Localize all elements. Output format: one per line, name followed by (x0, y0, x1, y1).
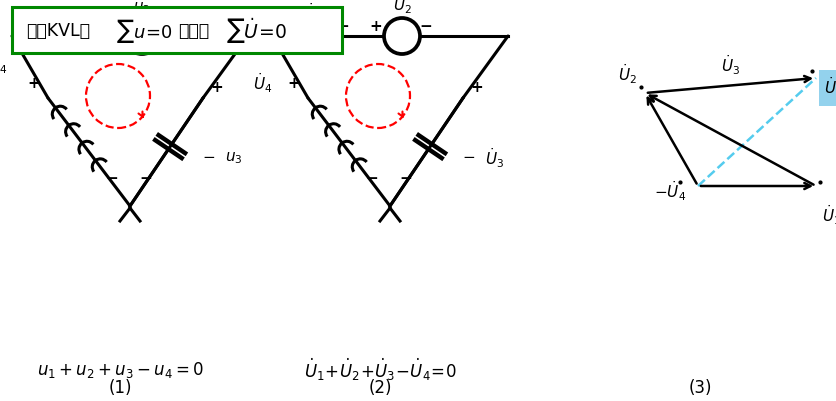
Text: $u_2$: $u_2$ (133, 0, 150, 16)
Text: −: − (400, 171, 412, 186)
Text: +: + (288, 76, 300, 91)
Circle shape (124, 19, 160, 55)
Text: $\dot{U}_3$: $\dot{U}_3$ (721, 53, 740, 76)
Text: $u_4$: $u_4$ (0, 60, 8, 76)
Text: $u_1+u_2+u_3-u_4=0$: $u_1+u_2+u_3-u_4=0$ (37, 359, 203, 379)
Text: $\dot{U}_4$: $\dot{U}_4$ (824, 75, 836, 99)
Text: +: + (276, 19, 288, 34)
Text: $u_1$: $u_1$ (45, 9, 62, 25)
Text: +: + (370, 19, 382, 34)
Text: −: − (337, 19, 349, 34)
Text: $\dot{U}_2$: $\dot{U}_2$ (393, 0, 411, 16)
Text: +: + (110, 19, 122, 34)
Text: −: − (160, 19, 172, 34)
Text: −: − (462, 150, 475, 165)
Text: $\dot{U}_1$: $\dot{U}_1$ (304, 1, 323, 25)
Text: $\dot{U}_1$: $\dot{U}_1$ (822, 203, 836, 226)
Text: −: − (365, 171, 379, 186)
FancyBboxPatch shape (819, 71, 836, 107)
Text: +: + (211, 79, 223, 94)
Text: $\dot{U}_1\!+\!\dot{U}_2\!+\!\dot{U}_3\!-\!\dot{U}_4\!=\!0$: $\dot{U}_1\!+\!\dot{U}_2\!+\!\dot{U}_3\!… (303, 356, 456, 382)
Bar (290, 28, 337, 46)
Text: $\dot{U}_4$: $\dot{U}_4$ (252, 71, 272, 95)
Text: $u_3$: $u_3$ (225, 150, 242, 166)
Text: −: − (202, 150, 215, 165)
Text: −: − (420, 19, 432, 34)
Text: ），有: ），有 (178, 22, 209, 40)
Text: $\sum u\!=\!0$: $\sum u\!=\!0$ (116, 17, 173, 45)
FancyBboxPatch shape (12, 8, 342, 54)
Text: $-\dot{U}_4$: $-\dot{U}_4$ (654, 179, 686, 203)
Circle shape (384, 19, 420, 55)
Bar (30, 28, 77, 46)
Text: (3): (3) (688, 378, 711, 396)
Text: −: − (105, 171, 119, 186)
Text: −: − (77, 19, 89, 34)
Text: −: − (140, 171, 152, 186)
Text: (1): (1) (108, 378, 132, 396)
Text: +: + (28, 76, 40, 91)
Text: +: + (16, 19, 28, 34)
Text: $\dot{U}_3$: $\dot{U}_3$ (485, 146, 504, 169)
Text: +: + (471, 79, 483, 94)
Text: $\sum\dot{U}\!=\!0$: $\sum\dot{U}\!=\!0$ (226, 16, 288, 46)
Text: $\dot{U}_2$: $\dot{U}_2$ (618, 62, 637, 86)
Text: 根据KVL（: 根据KVL（ (26, 22, 90, 40)
Text: (2): (2) (368, 378, 392, 396)
